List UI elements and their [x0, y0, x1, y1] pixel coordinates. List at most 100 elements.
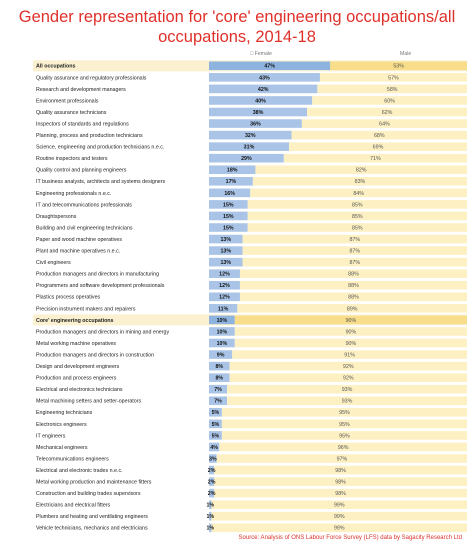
category-label: All occupations: [36, 64, 75, 70]
data-label-male: 90%: [346, 341, 357, 347]
data-label-male: 90%: [346, 318, 357, 324]
bar-female: [209, 373, 230, 382]
data-label-male: 88%: [348, 295, 359, 301]
data-label-male: 92%: [343, 364, 354, 370]
bar-female: [209, 442, 220, 452]
bar-female: [209, 396, 228, 406]
bar-male: [234, 315, 467, 325]
bar-male: [317, 84, 467, 94]
category-label: Electrical and electronic trades n.e.c.: [36, 468, 123, 474]
category-label: Routine inspectors and testers: [36, 156, 108, 162]
data-label-female: 2%: [208, 480, 216, 486]
bar-female: [209, 511, 212, 521]
bar-male: [288, 142, 467, 151]
bar-male: [221, 408, 467, 417]
data-label-female: 10%: [217, 341, 228, 347]
bar-male: [214, 465, 467, 475]
data-label-female: 17%: [226, 179, 237, 185]
data-label-female: 12%: [219, 295, 230, 301]
category-label: IT business analysts, architects and sys…: [36, 179, 165, 185]
bar-female: [209, 269, 240, 278]
bar-female: [209, 119, 302, 128]
data-label-female: 5%: [212, 433, 220, 439]
bar-male: [239, 292, 467, 302]
bar-male: [237, 304, 467, 313]
data-label-male: 53%: [393, 64, 404, 70]
data-label-female: 11%: [218, 306, 229, 312]
data-label-female: 5%: [212, 422, 220, 428]
category-label: Metal working production and maintenance…: [36, 480, 152, 486]
bar-female: [209, 165, 256, 175]
data-label-male: 85%: [352, 202, 363, 208]
bar-male: [242, 234, 467, 244]
data-label-female: 2%: [208, 491, 216, 497]
source-note: Source: Analysis of ONS Labour Force Sur…: [238, 535, 462, 541]
data-label-female: 1%: [206, 514, 214, 520]
category-label: Plastics process operatives: [36, 295, 101, 301]
bar-male: [242, 246, 467, 255]
data-label-female: 36%: [250, 121, 261, 127]
data-label-female: 1%: [206, 503, 214, 509]
bar-male: [250, 188, 467, 198]
bar-female: [209, 315, 235, 325]
category-label: Production managers and directors in con…: [36, 352, 154, 358]
data-label-female: 13%: [220, 260, 231, 266]
data-label-female: 29%: [241, 156, 252, 162]
bar-male: [291, 130, 467, 140]
bar-female: [209, 96, 313, 105]
category-label: Mechanical engineers: [36, 445, 88, 451]
category-label: Environment professionals: [36, 98, 99, 104]
bar-male: [221, 419, 467, 429]
data-label-male: 95%: [339, 422, 350, 428]
category-label: Draughtspersons: [36, 214, 77, 220]
bar-female: [209, 130, 292, 140]
data-label-female: 4%: [210, 445, 218, 451]
bar-male: [234, 327, 467, 336]
category-label: Production and process engineers: [36, 376, 117, 382]
bar-female: [209, 304, 238, 313]
data-label-female: 1%: [206, 526, 214, 532]
data-label-male: 69%: [373, 145, 384, 151]
category-label: Programmers and software development pro…: [36, 283, 165, 289]
category-label: Metal working machine operatives: [36, 341, 116, 347]
category-label: Research and development managers: [36, 87, 126, 93]
chart-title: Gender representation for 'core' enginee…: [18, 8, 456, 46]
data-label-male: 99%: [334, 503, 345, 509]
bar-female: [209, 477, 215, 486]
data-label-male: 83%: [355, 179, 366, 185]
bar-male: [247, 223, 467, 232]
bar-female: [209, 246, 243, 255]
data-label-female: 10%: [217, 318, 228, 324]
category-label: Quality assurance and regulatory profess…: [36, 75, 147, 81]
bar-male: [211, 523, 467, 533]
category-label: Science, engineering and production tech…: [36, 145, 164, 151]
data-label-female: 43%: [259, 75, 270, 81]
bar-female: [209, 280, 240, 290]
data-label-female: 31%: [244, 145, 255, 151]
bar-female: [209, 523, 212, 533]
data-label-male: 87%: [349, 249, 360, 255]
bar-male: [214, 477, 467, 486]
category-label: Metal machining setters and setter-opera…: [36, 399, 141, 405]
bar-female: [209, 338, 235, 348]
data-label-female: 15%: [223, 202, 234, 208]
category-label: Electronics engineers: [36, 422, 87, 428]
bar-female: [209, 73, 320, 82]
bar-male: [227, 396, 467, 406]
bar-male: [307, 107, 467, 117]
data-label-male: 90%: [346, 329, 357, 335]
data-label-male: 96%: [338, 445, 349, 451]
data-label-male: 88%: [348, 272, 359, 278]
data-label-male: 64%: [379, 121, 390, 127]
bar-female: [209, 419, 222, 429]
bar-male: [330, 61, 467, 71]
data-label-female: 47%: [264, 64, 275, 70]
category-label: Core' engineering occupations: [36, 318, 114, 324]
bar-male: [239, 269, 467, 278]
bar-female: [209, 361, 230, 371]
data-label-male: 93%: [342, 387, 353, 393]
category-label: Construction and building trades supervi…: [36, 491, 141, 497]
data-label-female: 9%: [217, 352, 225, 358]
bar-male: [221, 431, 467, 440]
bar-male: [252, 177, 467, 186]
